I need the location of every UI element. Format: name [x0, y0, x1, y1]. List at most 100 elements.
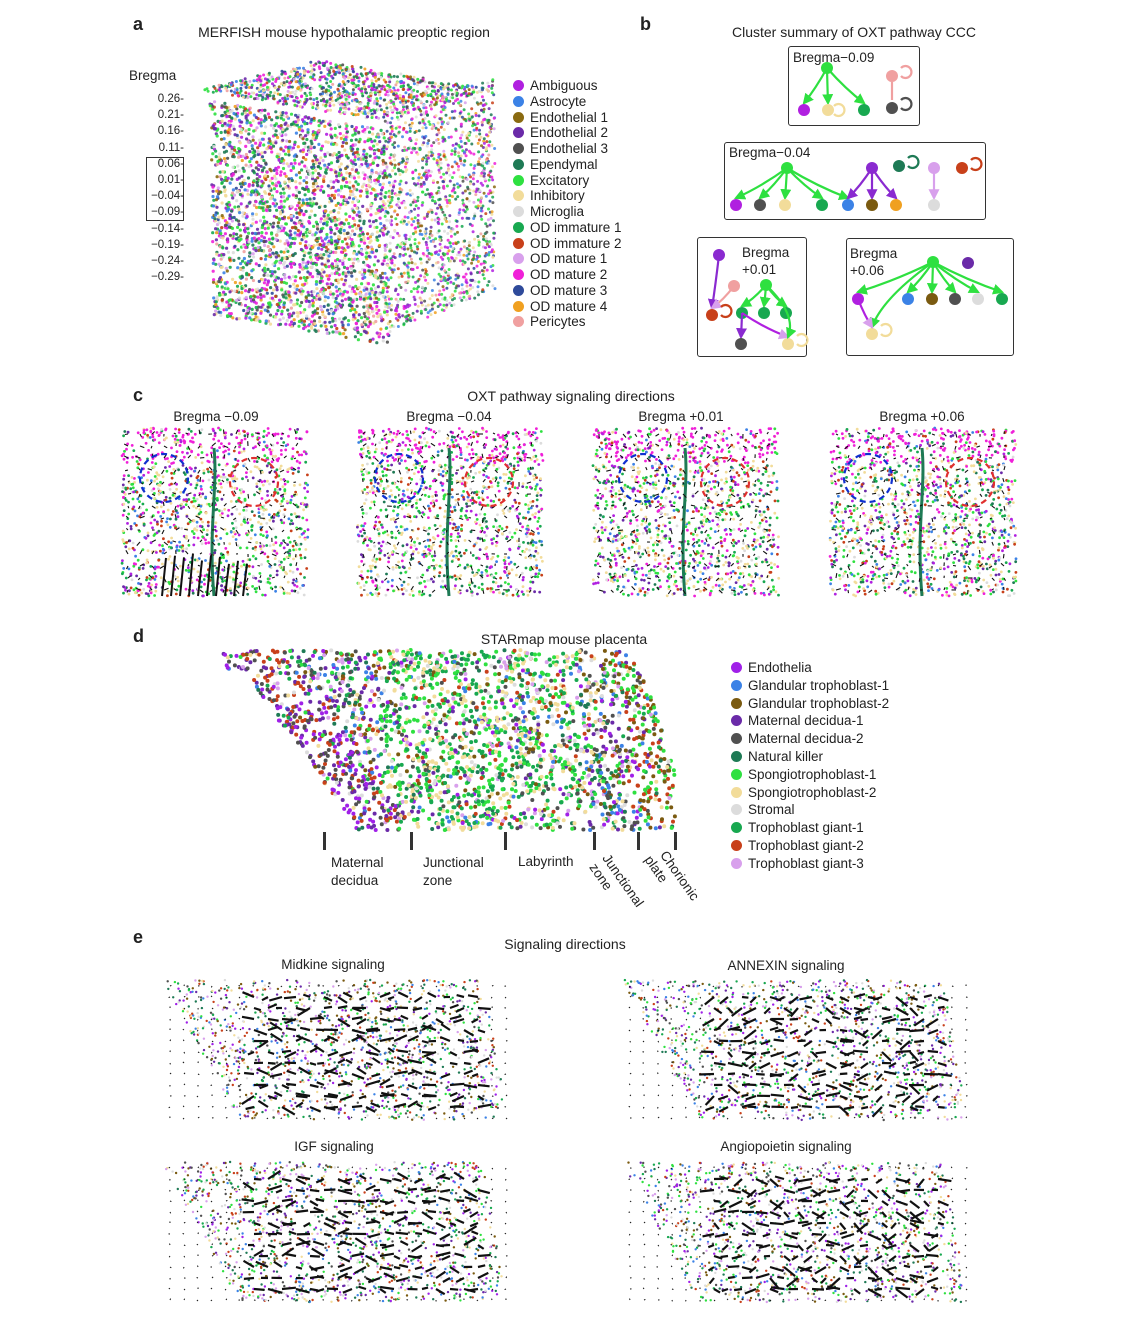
cube-point — [214, 155, 218, 159]
cube-point — [357, 224, 361, 228]
cube-point — [240, 174, 244, 178]
cube-point — [369, 287, 373, 291]
cube-point — [320, 144, 325, 148]
cube-point — [251, 135, 255, 139]
cube-point — [352, 176, 356, 180]
cube-point — [228, 181, 232, 185]
cube-point — [382, 136, 386, 140]
cell-point — [222, 473, 226, 476]
cube-point — [211, 231, 215, 235]
cube-point — [308, 197, 312, 201]
cube-point — [353, 335, 357, 339]
cube-point — [326, 277, 330, 281]
cube-point — [382, 224, 386, 228]
cube-point — [259, 124, 263, 128]
ccc-node — [972, 293, 984, 305]
cell-point — [201, 520, 204, 524]
cube-point — [275, 190, 279, 194]
cube-point — [216, 159, 220, 164]
cube-points — [203, 60, 497, 345]
cube-point — [236, 225, 240, 229]
cube-point — [353, 162, 358, 166]
cube-point — [237, 222, 241, 227]
cube-point — [322, 175, 326, 179]
ccc-node — [886, 70, 898, 82]
cube-point — [320, 247, 324, 251]
cube-point — [350, 238, 354, 242]
cube-point — [289, 112, 294, 116]
ccc-edge — [707, 254, 721, 311]
cube-point — [217, 155, 221, 159]
cube-point — [377, 335, 381, 339]
ccc-node — [754, 199, 766, 211]
panel-c-subtitle: Bregma +0.06 — [879, 409, 965, 424]
cube-point — [309, 258, 314, 262]
ccc-network-graphs — [706, 62, 1008, 350]
cube-point — [368, 224, 372, 228]
cube-point — [238, 182, 242, 186]
bregma-tick-label: −0.24- — [151, 255, 184, 267]
ccc-node — [706, 309, 718, 321]
cube-point — [241, 268, 245, 272]
cube-point — [350, 224, 355, 228]
cube-point — [250, 269, 254, 273]
cube-point — [223, 110, 227, 114]
cube-point — [362, 149, 366, 153]
cube-point — [302, 276, 306, 280]
cube-point — [293, 158, 297, 162]
cube-point — [285, 139, 289, 143]
ccc-node — [730, 199, 742, 211]
cube-point — [298, 304, 302, 308]
cube-point — [283, 242, 287, 246]
cube-point — [270, 118, 274, 122]
cube-point — [360, 323, 364, 327]
cube-point — [279, 170, 283, 174]
cube-point — [287, 275, 291, 279]
ccc-edge — [871, 167, 898, 200]
cube-point — [286, 249, 290, 253]
cube-point — [358, 219, 362, 223]
ccc-node — [949, 293, 961, 305]
cube-point — [298, 176, 302, 180]
cube-point — [322, 304, 326, 309]
cube-point — [281, 130, 285, 134]
cube-point — [365, 195, 369, 199]
cube-point — [348, 180, 352, 184]
cube-point — [335, 174, 339, 178]
cube-point — [294, 180, 298, 184]
cube-point — [378, 205, 382, 209]
cube-point — [328, 119, 332, 124]
cube-point — [327, 162, 331, 166]
cube-point — [353, 203, 357, 208]
cube-point — [314, 253, 318, 257]
cube-point — [305, 276, 309, 280]
cube-point — [357, 157, 361, 161]
cube-point — [311, 159, 315, 163]
ccc-edge — [733, 167, 788, 200]
cube-point — [216, 218, 220, 222]
cube-point — [320, 262, 324, 266]
cube-point — [264, 254, 268, 258]
cube-point — [242, 308, 246, 313]
cube-point — [309, 139, 313, 143]
cube-point — [243, 303, 248, 308]
cube-point — [340, 299, 344, 303]
cube-point — [254, 212, 258, 216]
cube-point — [362, 288, 366, 292]
cube-point — [265, 170, 269, 174]
cube-point — [263, 266, 267, 270]
cube-point — [294, 113, 298, 117]
cube-point — [256, 168, 261, 172]
cube-point — [214, 149, 218, 153]
cube-point — [248, 150, 252, 154]
cube-point — [309, 145, 313, 149]
cube-point — [336, 193, 341, 197]
cube-point — [349, 138, 354, 142]
cube-point — [319, 276, 323, 280]
cube-point — [279, 191, 283, 195]
cube-point — [355, 206, 359, 210]
cube-point — [381, 199, 385, 204]
cube-point — [251, 212, 255, 216]
cube-point — [307, 317, 311, 321]
cube-point — [305, 197, 309, 202]
